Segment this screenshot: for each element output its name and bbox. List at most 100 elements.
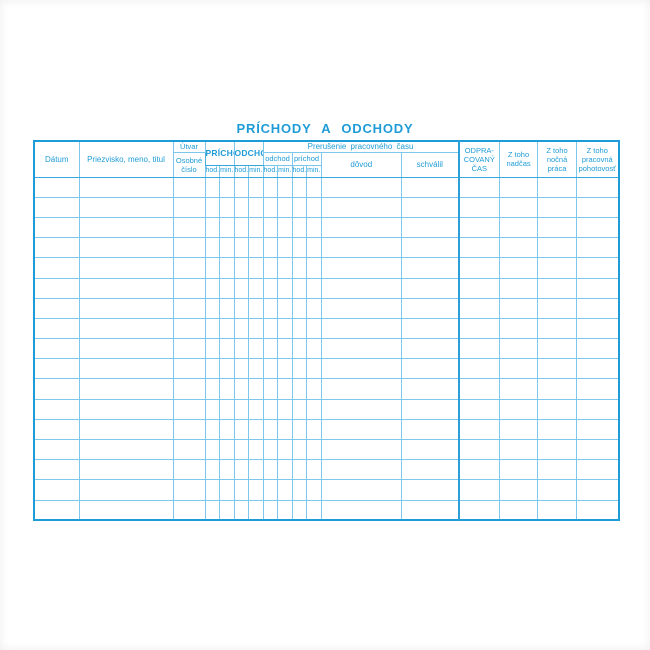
empty-cell (306, 398, 322, 420)
empty-cell (248, 257, 264, 279)
empty-cell (576, 398, 620, 420)
empty-cell (262, 297, 279, 319)
empty-cell (457, 459, 501, 481)
table-row (33, 499, 620, 521)
empty-cell (306, 257, 322, 279)
empty-cell (219, 176, 235, 198)
empty-cell (78, 176, 174, 198)
empty-cell (248, 398, 264, 420)
empty-cell (172, 176, 206, 198)
empty-cell (320, 418, 403, 441)
empty-cell (320, 216, 403, 239)
empty-cell (219, 257, 235, 279)
empty-cell (291, 358, 308, 380)
empty-cell (277, 439, 293, 461)
empty-cell (320, 338, 403, 360)
empty-cell (576, 257, 620, 279)
empty-cell (78, 439, 174, 461)
empty-cell (219, 358, 235, 380)
empty-cell (262, 196, 279, 218)
empty-cell (233, 398, 249, 420)
empty-cell (172, 358, 206, 380)
table-row (33, 479, 620, 501)
empty-cell (576, 196, 620, 218)
empty-cell (78, 479, 174, 501)
empty-cell (306, 378, 322, 400)
empty-cell (78, 196, 174, 218)
empty-cell (248, 338, 264, 360)
empty-cell (457, 216, 501, 239)
empty-cell (576, 297, 620, 319)
empty-cell (219, 459, 235, 481)
col-header-prerusenie-prichod-hod: hod. (291, 164, 308, 178)
table-row (33, 338, 620, 360)
empty-cell (499, 358, 539, 380)
empty-cell (277, 176, 293, 198)
empty-cell (233, 479, 249, 501)
empty-cell (233, 237, 249, 259)
empty-cell (306, 216, 322, 239)
empty-cell (499, 237, 539, 259)
empty-cell (172, 257, 206, 279)
col-header-prerusenie-prichod-min: min. (306, 164, 322, 178)
empty-cell (33, 317, 80, 340)
empty-cell (172, 499, 206, 521)
table-row (33, 277, 620, 299)
empty-cell (204, 398, 220, 420)
empty-cell (306, 439, 322, 461)
empty-cell (233, 297, 249, 319)
empty-cell (499, 439, 539, 461)
empty-cell (401, 216, 460, 239)
empty-cell (204, 479, 220, 501)
table-row (33, 176, 620, 198)
empty-cell (306, 317, 322, 340)
empty-cell (204, 439, 220, 461)
empty-cell (457, 398, 501, 420)
empty-cell (172, 418, 206, 441)
empty-cell (33, 196, 80, 218)
empty-cell (291, 317, 308, 340)
empty-cell (401, 378, 460, 400)
empty-cell (172, 216, 206, 239)
empty-cell (204, 216, 220, 239)
empty-cell (172, 317, 206, 340)
col-header-prerusenie-odchod-min: min. (277, 164, 293, 178)
empty-cell (172, 196, 206, 218)
empty-cell (33, 297, 80, 319)
empty-cell (248, 297, 264, 319)
empty-cell (233, 418, 249, 441)
empty-cell (33, 216, 80, 239)
empty-cell (499, 196, 539, 218)
empty-cell (320, 237, 403, 259)
empty-cell (306, 418, 322, 441)
empty-cell (262, 257, 279, 279)
empty-cell (219, 418, 235, 441)
empty-cell (277, 358, 293, 380)
empty-cell (291, 196, 308, 218)
empty-cell (172, 338, 206, 360)
table-row (33, 358, 620, 380)
empty-cell (233, 499, 249, 521)
empty-cell (457, 196, 501, 218)
col-header-utvar: Útvar (172, 140, 206, 153)
empty-cell (401, 277, 460, 299)
empty-cell (291, 418, 308, 441)
empty-cell (204, 418, 220, 441)
empty-cell (401, 499, 460, 521)
empty-cell (204, 237, 220, 259)
empty-cell (219, 196, 235, 218)
col-header-schvalil: schválil (401, 151, 460, 178)
col-header-prichod: PRÍCHOD (204, 140, 235, 166)
empty-cell (172, 459, 206, 481)
empty-cell (537, 338, 578, 360)
empty-cell (172, 277, 206, 299)
empty-cell (78, 297, 174, 319)
empty-cell (537, 196, 578, 218)
empty-cell (204, 459, 220, 481)
empty-cell (537, 297, 578, 319)
empty-cell (291, 439, 308, 461)
empty-cell (401, 358, 460, 380)
empty-cell (499, 257, 539, 279)
table-row (33, 237, 620, 259)
